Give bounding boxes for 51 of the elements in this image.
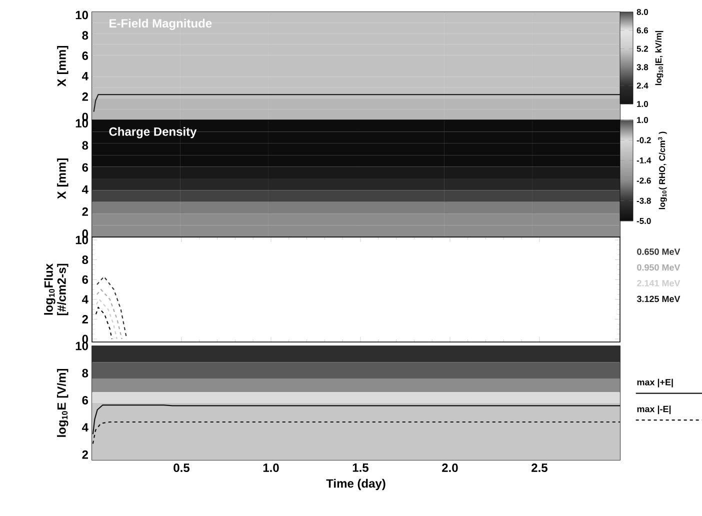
x-tick-label: 1.5 — [352, 464, 368, 472]
x-tick-label: 0.5 — [174, 464, 190, 472]
y-tick-label: 6 — [82, 52, 88, 60]
color-bar-label: 2.4 — [636, 82, 648, 89]
color-bar-label: 8.0 — [636, 8, 648, 15]
text: max |-E| — [637, 406, 671, 414]
y-tick-label: 2 — [82, 207, 88, 216]
line-series — [95, 306, 112, 340]
color-bar-label: 1.0 — [637, 100, 648, 107]
y-tick-label: 4 — [82, 295, 88, 304]
y-tick-label: 10 — [76, 236, 88, 244]
y-tick-label: 2 — [82, 450, 88, 459]
y-tick-label: 8 — [82, 368, 88, 378]
text: Charge Density — [109, 127, 197, 138]
y-tick-label: 4 — [82, 185, 88, 194]
y-tick-label: 6 — [82, 275, 88, 284]
y-axis-title: X [mm] — [57, 46, 68, 87]
color-bar-label: 5.2 — [636, 46, 648, 52]
color-bar-title: log$_{10}$( RHO, C/cm$^{3}$ ) — [658, 132, 667, 210]
text: 3.125 MeV — [636, 296, 680, 302]
color-bar-title: log$_{10}$|E, kV/m| — [655, 30, 664, 86]
text: max |+E| — [637, 378, 673, 388]
y-tick-label: 4 — [82, 72, 88, 80]
color-bar-label: 1.0 — [637, 116, 648, 123]
line-series — [96, 288, 122, 340]
y-tick-label: 8 — [82, 141, 88, 150]
y-tick-label: 6 — [82, 163, 88, 172]
y-tick-label: 4 — [82, 423, 88, 432]
color-bar-label: 3.8 — [636, 64, 648, 70]
y-tick-label: 6 — [82, 396, 88, 405]
color-bar-label: -0.2 — [636, 137, 651, 144]
text: 0.950 MeV — [637, 264, 680, 271]
y-axis-title: X [mm] — [57, 158, 68, 200]
y-tick-label: 10 — [76, 10, 88, 20]
y-tick-label: 8 — [82, 31, 88, 40]
color-bar-label: -5.0 — [636, 218, 651, 224]
x-tick-label: 2.0 — [442, 464, 458, 472]
y-tick-label: 2 — [82, 92, 88, 101]
color-bar-label: -1.4 — [636, 157, 652, 164]
color-bar-label: -3.8 — [636, 198, 651, 204]
y-tick-label: 2 — [82, 315, 88, 324]
color-bar-label: 6.6 — [636, 27, 648, 34]
text: 0.650 MeV — [637, 248, 680, 255]
x-tick-label: 2.5 — [532, 464, 548, 472]
line-series — [96, 298, 118, 340]
x-tick-label: 1.0 — [263, 464, 279, 472]
color-bar-label: -2.6 — [636, 178, 651, 184]
y-tick-label: 8 — [82, 256, 88, 264]
x-axis-title: Time (day) — [326, 478, 386, 490]
y-axis-title: log$_{10}$E [V/m] — [57, 368, 68, 437]
text: E-Field Magnitude — [110, 18, 212, 30]
